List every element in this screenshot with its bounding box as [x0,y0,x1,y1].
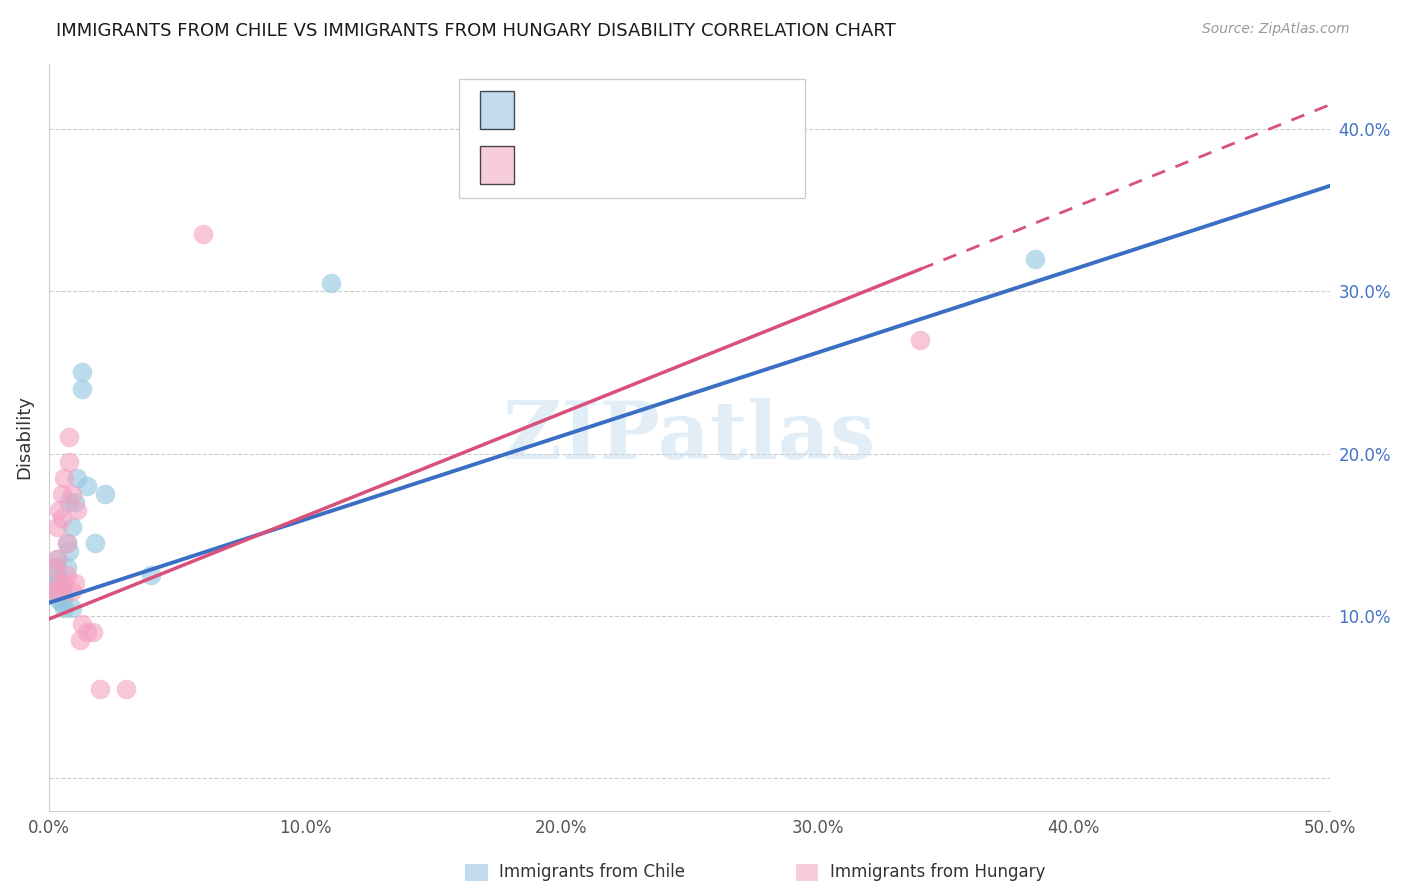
Text: Immigrants from Hungary: Immigrants from Hungary [830,863,1045,881]
Text: IMMIGRANTS FROM CHILE VS IMMIGRANTS FROM HUNGARY DISABILITY CORRELATION CHART: IMMIGRANTS FROM CHILE VS IMMIGRANTS FROM… [56,22,896,40]
Text: ZIPatlas: ZIPatlas [503,399,876,476]
Point [48,576,70,591]
Point [72,616,94,631]
Point [72,382,94,396]
Point [82,625,104,640]
Point [84,535,107,549]
Point [51,511,73,525]
Point [63,495,86,509]
Point [45,560,67,574]
Point [63,576,86,591]
Point [51,584,73,599]
Point [53,471,76,485]
Point [76,625,98,640]
Point [45,568,67,582]
Point [58,495,80,509]
Point [51,596,73,610]
Point [42,584,65,599]
Point [60,487,83,501]
Point [89,681,111,696]
Point [319,276,342,290]
Point [56,535,79,549]
Point [69,633,91,648]
Point [51,584,73,599]
Point [42,580,65,594]
Point [66,503,89,517]
Point [45,552,67,566]
Point [53,600,76,615]
Point [1024,252,1046,266]
Point [48,592,70,607]
Point [48,584,70,599]
Text: Source: ZipAtlas.com: Source: ZipAtlas.com [1202,22,1350,37]
Point [48,503,70,517]
Point [42,584,65,599]
Point [58,430,80,444]
Text: Immigrants from Chile: Immigrants from Chile [499,863,685,881]
Y-axis label: Disability: Disability [15,395,32,479]
Point [115,681,138,696]
Point [53,576,76,591]
Point [42,560,65,574]
Point [94,487,117,501]
Bar [796,863,818,881]
Point [56,568,79,582]
Point [45,584,67,599]
Point [60,600,83,615]
Point [60,519,83,533]
Point [191,227,214,242]
Point [76,479,98,493]
Point [908,333,931,347]
Point [48,576,70,591]
Point [45,576,67,591]
Bar [465,863,488,881]
Point [72,365,94,379]
Point [56,535,79,549]
Point [60,584,83,599]
Point [66,471,89,485]
Point [45,519,67,533]
Point [56,560,79,574]
Point [141,568,163,582]
Point [45,552,67,566]
Point [51,487,73,501]
Point [53,590,76,604]
Point [58,455,80,469]
Point [58,544,80,558]
